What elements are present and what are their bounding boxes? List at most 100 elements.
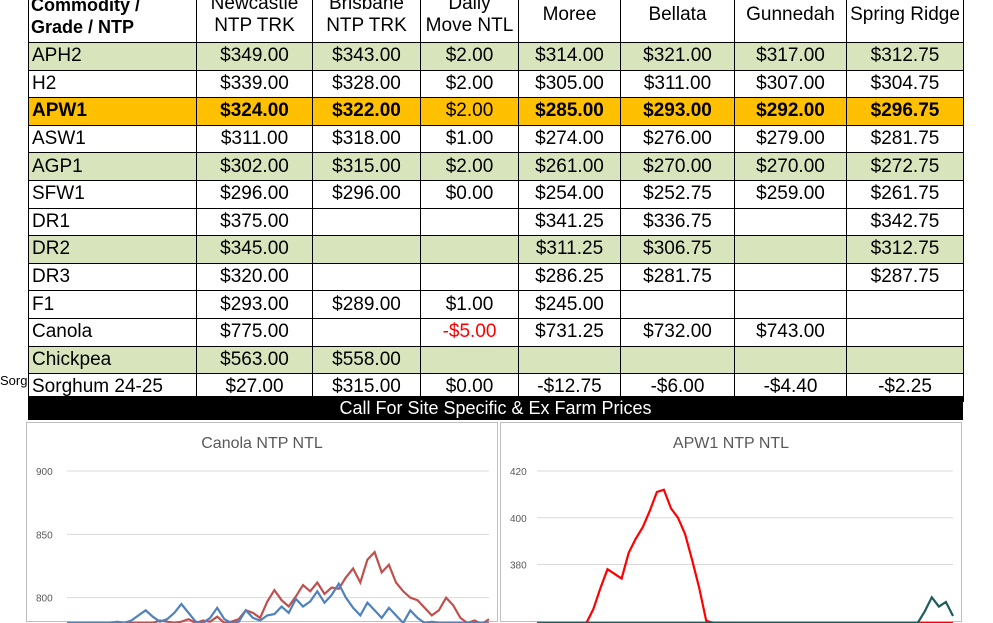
commodity-name: H2 — [28, 69, 197, 99]
price-cell: $276.00 — [620, 124, 735, 154]
price-cell: $2.00 — [420, 69, 519, 99]
price-cell: $339.00 — [196, 69, 313, 99]
price-cell: $281.75 — [846, 124, 964, 154]
truncated-row-label: Sorghum 24-25 — [0, 373, 28, 388]
table-row: Canola $775.00 -$5.00 $731.25 $732.00 $743.00 — [28, 317, 964, 347]
price-cell: $324.00 — [196, 97, 313, 126]
column-header: Bellata — [620, 0, 735, 43]
price-cell — [734, 207, 847, 237]
table-row: DR2 $345.00 $311.25 $306.75 $312.75 — [28, 235, 964, 264]
price-cell — [620, 290, 735, 319]
price-cell: $311.25 — [518, 235, 621, 264]
price-cell — [312, 317, 421, 347]
price-cell — [734, 235, 847, 264]
price-cell: $321.00 — [620, 42, 735, 71]
price-cell: $274.00 — [518, 124, 621, 154]
price-cell: $254.00 — [518, 179, 621, 209]
column-header: Moree — [518, 0, 621, 43]
commodity-name: Chickpea — [28, 345, 197, 375]
price-cell: $318.00 — [312, 124, 421, 154]
series-line — [537, 595, 954, 623]
price-cell — [846, 317, 964, 347]
price-cell: $1.00 — [420, 124, 519, 154]
table-row: H2 $339.00 $328.00 $2.00 $305.00 $311.00 $307.… — [28, 69, 964, 99]
price-cell: $296.75 — [846, 97, 964, 126]
price-cell: $252.75 — [620, 179, 735, 209]
y-tick-label: 400 — [510, 514, 527, 525]
chart-title: APW1 NTP NTL — [672, 435, 790, 452]
price-cell: $311.00 — [620, 69, 735, 99]
price-cell: $279.00 — [734, 124, 847, 154]
table-row: F1 $293.00 $289.00 $1.00 $245.00 — [28, 290, 964, 319]
commodity-name: SFW1 — [28, 179, 197, 209]
price-cell — [620, 345, 735, 375]
price-cell — [734, 345, 847, 375]
price-cell — [420, 207, 519, 237]
price-cell: $731.25 — [518, 317, 621, 347]
price-cell: $311.00 — [196, 124, 313, 154]
commodity-name: DR2 — [28, 235, 197, 264]
price-cell: $296.00 — [312, 179, 421, 209]
commodity-name: APH2 — [28, 42, 197, 71]
price-cell: $270.00 — [734, 152, 847, 181]
column-header: Spring Ridge — [846, 0, 964, 43]
price-cell: $320.00 — [196, 262, 313, 292]
y-tick-label: 420 — [510, 467, 527, 478]
price-cell: $261.75 — [846, 179, 964, 209]
canola-chart-plot: 800 850 900 — [36, 467, 490, 623]
price-cell: $306.75 — [620, 235, 735, 264]
price-cell: $563.00 — [196, 345, 313, 375]
price-cell: $292.00 — [734, 97, 847, 126]
price-cell: $307.00 — [734, 69, 847, 99]
commodity-name: AGP1 — [28, 152, 197, 181]
price-cell: $261.00 — [518, 152, 621, 181]
price-cell: $315.00 — [312, 152, 421, 181]
price-cell: $281.75 — [620, 262, 735, 292]
price-cell: $336.75 — [620, 207, 735, 237]
price-cell: $302.00 — [196, 152, 313, 181]
site-prices-banner: Call For Site Specific & Ex Farm Prices — [28, 396, 963, 420]
price-cell: $305.00 — [518, 69, 621, 99]
price-table: Commodity / Grade / NTP Newcastle NTP TRK Br… — [28, 0, 964, 403]
commodity-name: DR3 — [28, 262, 197, 292]
y-tick-label: 900 — [36, 467, 53, 478]
table-row: DR1 $375.00 $341.25 $336.75 $342.75 — [28, 207, 964, 237]
price-cell: $349.00 — [196, 42, 313, 71]
table-row: Chickpea $563.00 $558.00 — [28, 345, 964, 375]
price-cell: $342.75 — [846, 207, 964, 237]
table-row: SFW1 $296.00 $296.00 $0.00 $254.00 $252.75 $25… — [28, 179, 964, 209]
price-cell: $322.00 — [312, 97, 421, 126]
table-row: AGP1 $302.00 $315.00 $2.00 $261.00 $270.00 $27… — [28, 152, 964, 181]
column-header: Gunnedah — [734, 0, 847, 43]
price-cell: $1.00 — [420, 290, 519, 319]
price-cell: $304.75 — [846, 69, 964, 99]
commodity-name: ASW1 — [28, 124, 197, 154]
price-cell: $2.00 — [420, 152, 519, 181]
price-cell: $296.00 — [196, 179, 313, 209]
commodity-name: F1 — [28, 290, 197, 319]
price-cell: $743.00 — [734, 317, 847, 347]
price-cell — [420, 235, 519, 264]
price-cell: $287.75 — [846, 262, 964, 292]
price-cell: $2.00 — [420, 97, 519, 126]
price-cell: $285.00 — [518, 97, 621, 126]
price-cell: $312.75 — [846, 235, 964, 264]
price-cell: $270.00 — [620, 152, 735, 181]
price-cell: $343.00 — [312, 42, 421, 71]
price-cell — [420, 345, 519, 375]
column-header: Commodity / Grade / NTP — [28, 0, 197, 43]
price-cell: -$5.00 — [420, 317, 519, 347]
table-row: APH2 $349.00 $343.00 $2.00 $314.00 $321.00 $31… — [28, 42, 964, 71]
price-cell: $0.00 — [420, 179, 519, 209]
price-cell: $312.75 — [846, 42, 964, 71]
apw1-chart: APW1 NTP NTL 380 400 420 — [500, 422, 962, 623]
price-cell: $345.00 — [196, 235, 313, 264]
price-cell: $328.00 — [312, 69, 421, 99]
price-cell: $286.25 — [518, 262, 621, 292]
price-cell: $289.00 — [312, 290, 421, 319]
price-cell: $558.00 — [312, 345, 421, 375]
series-line — [67, 550, 490, 623]
column-header: Daily Move NTL — [420, 0, 519, 43]
series-line — [537, 488, 953, 623]
price-cell: $259.00 — [734, 179, 847, 209]
